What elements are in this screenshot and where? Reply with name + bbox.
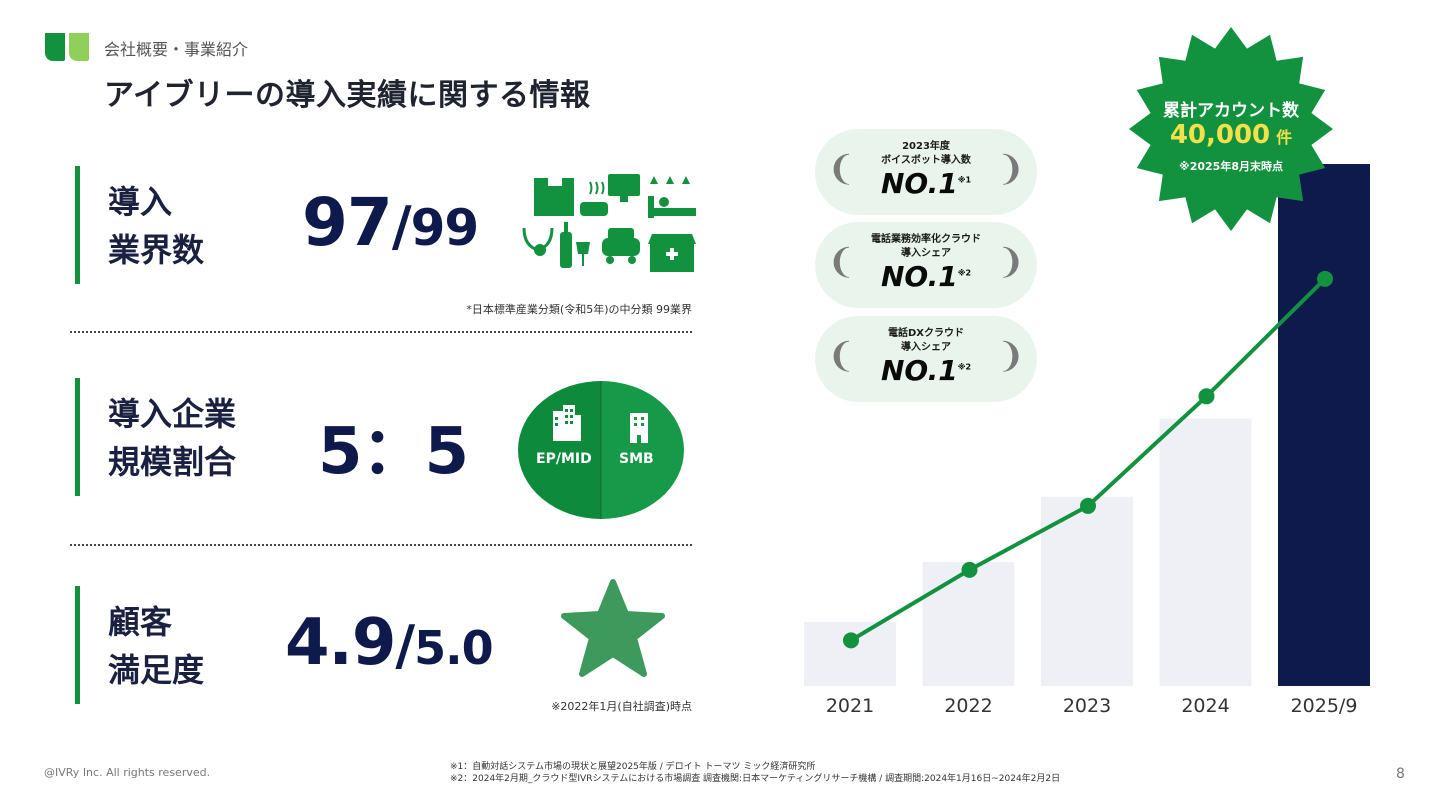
industries-label: 導入 業界数 <box>108 183 205 269</box>
satisfaction-note: ※2022年1月(自社調査)時点 <box>551 700 692 713</box>
pie-label-ep-mid: EP/MID <box>536 451 592 467</box>
copyright: @IVRy Inc. All rights reserved. <box>44 766 211 779</box>
accent-bar <box>75 166 80 284</box>
accounts-chart: 2021 2022 2023 2024 2025/9 <box>804 164 1370 717</box>
footnote-2: ※2：2024年2月期_クラウド型IVRシステムにおける市場調査 調査機関:日本… <box>450 774 1061 784</box>
x-tick-label: 2021 <box>826 695 874 717</box>
ratio-value: 5：5 <box>318 415 469 489</box>
divider <box>70 331 692 333</box>
company-logo <box>45 33 91 61</box>
satisfaction-label: 顧客 満足度 <box>108 603 205 689</box>
accent-bar <box>75 378 80 496</box>
line-point-2025/9 <box>1317 270 1333 287</box>
line-point-2024 <box>1198 388 1215 405</box>
bar-2023 <box>1041 496 1133 686</box>
footnote-1: ※1：自動対話システム市場の現状と展望2025年版 / デロイト トーマツ ミッ… <box>450 762 816 772</box>
burst-note: ※2025年8月末時点 <box>1179 160 1283 173</box>
satisfaction-value: 4.9/5.0 <box>285 606 494 680</box>
divider <box>70 544 692 546</box>
bar-2021 <box>804 622 896 686</box>
line-point-2021 <box>843 632 859 649</box>
page-title: アイブリーの導入実績に関する情報 <box>104 78 591 113</box>
industries-value: 97/99 <box>302 184 479 261</box>
industry-icons <box>522 174 696 272</box>
x-tick-label: 2022 <box>944 695 992 717</box>
badge-no1-voicebot: ❨ ❩ 2023年度 ボイスボット導入数 NO.1※1 <box>815 129 1037 215</box>
size-pie-chart: EP/MID SMB <box>518 381 684 519</box>
building-icon <box>553 405 581 441</box>
burst-number: 40,000 件 <box>1169 120 1293 150</box>
small-building-icon <box>630 413 648 443</box>
bar-2022 <box>922 562 1015 686</box>
badge-no1-dx: ❨ ❩ 電話DXクラウド 導入シェア NO.1※2 <box>815 316 1037 402</box>
line-point-2023 <box>1080 497 1096 514</box>
accent-bar <box>75 586 80 704</box>
badge-no1-efficiency: ❨ ❩ 電話業務効率化クラウド 導入シェア NO.1※2 <box>815 222 1037 308</box>
bar-2024 <box>1159 418 1252 686</box>
x-tick-label: 2023 <box>1063 695 1111 717</box>
bar-2025/9 <box>1278 164 1370 686</box>
ratio-label: 導入企業 規模割合 <box>108 395 237 481</box>
line-point-2022 <box>961 561 978 578</box>
burst-title: 累計アカウント数 <box>1163 101 1299 121</box>
breadcrumb: 会社概要・事業紹介 <box>104 40 249 59</box>
page-number: 8 <box>1396 766 1405 782</box>
burst-badge <box>1129 27 1333 231</box>
industries-note: *日本標準産業分類(令和5年)の中分類 99業界 <box>466 303 692 316</box>
star-icon <box>561 579 665 677</box>
x-tick-label: 2025/9 <box>1291 695 1358 717</box>
pie-label-smb: SMB <box>619 451 654 467</box>
x-tick-label: 2024 <box>1181 695 1229 717</box>
